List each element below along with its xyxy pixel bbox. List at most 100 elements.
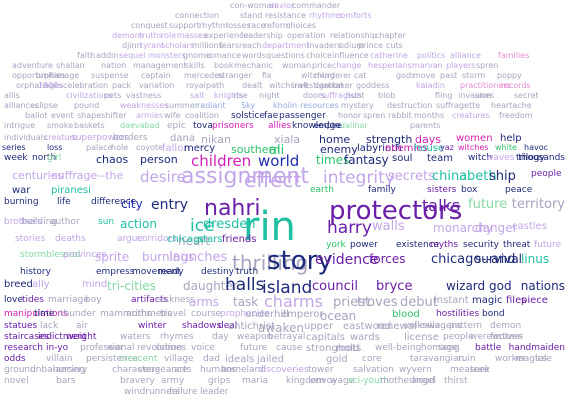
cloud-word: months — [414, 111, 445, 120]
cloud-word: castles — [512, 221, 547, 232]
cloud-word: mystery — [341, 101, 374, 110]
cloud-word: help — [500, 133, 522, 144]
cloud-word: magic — [472, 295, 503, 306]
cloud-word: weapon — [237, 332, 273, 342]
cloud-word: resources — [300, 101, 339, 110]
cloud-word: spren — [476, 61, 499, 70]
cloud-word: friends — [222, 234, 257, 245]
cloud-word: house — [414, 143, 445, 154]
cloud-word: ally — [32, 279, 50, 290]
cloud-word: prophecies — [220, 309, 270, 319]
cloud-word: antichrist — [228, 321, 276, 332]
cloud-word: summer — [165, 101, 199, 110]
cloud-word: york — [326, 240, 346, 250]
cloud-word: roots — [336, 343, 362, 354]
cloud-word: harry — [327, 218, 372, 238]
cloud-word: charms — [264, 292, 323, 311]
cloud-word: losses — [226, 21, 251, 30]
cloud-word: emperor — [281, 309, 324, 320]
cloud-word: nahri — [204, 196, 261, 221]
cloud-word: instant — [434, 295, 469, 306]
cloud-word: honor — [338, 111, 362, 120]
cloud-word: boy — [85, 295, 102, 305]
cloud-word: support — [169, 21, 200, 30]
cloud-word: mammoths — [100, 309, 152, 319]
cloud-word: maria — [242, 376, 268, 386]
cloud-word: superpowers — [71, 133, 129, 143]
cloud-word: entry — [151, 197, 189, 213]
cloud-word: argue — [117, 234, 144, 244]
cloud-word: odds — [4, 354, 26, 364]
cloud-word: passenger — [279, 111, 326, 121]
cloud-word: secret — [514, 91, 539, 100]
cloud-word: sequel — [119, 51, 146, 60]
cloud-word: stories — [15, 234, 46, 244]
cloud-word: destiny — [201, 267, 234, 277]
cloud-word: pound — [74, 101, 100, 110]
cloud-word: debut — [400, 295, 438, 310]
cloud-word: people — [531, 169, 562, 179]
cloud-word: reach — [239, 41, 262, 50]
cloud-word: exile — [419, 321, 441, 331]
cloud-word: future — [240, 343, 268, 353]
cloud-word: children — [191, 152, 252, 170]
cloud-word: love — [4, 295, 23, 305]
cloud-word: role — [161, 31, 177, 40]
cloud-word: influence — [332, 51, 369, 60]
cloud-word: thirst — [444, 376, 468, 386]
cloud-word: knights — [214, 91, 244, 100]
cloud-word: homeland — [221, 365, 266, 375]
cloud-word: crescent — [119, 354, 158, 364]
cloud-word: knowledge — [292, 121, 341, 131]
cloud-word: odium — [339, 41, 365, 50]
cloud-word: fears — [219, 41, 240, 50]
cloud-word: mercedes — [184, 71, 224, 80]
cloud-word: ground — [4, 365, 36, 375]
cloud-word: piece — [521, 295, 548, 306]
cloud-word: families — [498, 51, 530, 60]
cloud-word: doors — [303, 91, 326, 100]
cloud-word: wife — [164, 111, 181, 120]
cloud-word: pattern — [449, 321, 483, 331]
cloud-word: empire — [314, 121, 343, 130]
cloud-word: person — [140, 153, 178, 166]
cloud-word: scholars — [161, 41, 195, 50]
cloud-word: prisoners — [212, 121, 254, 131]
cloud-word: talks — [422, 196, 461, 215]
cloud-word: girl — [47, 153, 62, 163]
cloud-word: chapter — [375, 31, 406, 40]
cloud-word: desire — [140, 168, 186, 186]
cloud-word: experience — [204, 31, 249, 40]
cloud-word: truths — [139, 31, 163, 40]
cloud-word: hole — [111, 143, 129, 152]
cloud-word: murderer — [314, 71, 352, 80]
cloud-word: unbalancing — [30, 365, 86, 375]
cloud-word: words — [242, 51, 266, 60]
cloud-word: walls — [372, 219, 405, 234]
cloud-word: cat — [354, 71, 367, 80]
cloud-word: rhythms — [309, 11, 343, 20]
cloud-word: heartache — [491, 101, 532, 110]
cloud-word: motherhood — [380, 376, 436, 386]
cloud-word: times — [316, 153, 350, 167]
cloud-word: goddess — [356, 81, 390, 90]
cloud-word: choices — [286, 21, 317, 30]
cloud-word: wizard — [446, 279, 486, 293]
cloud-word: envoy — [310, 376, 338, 386]
cloud-word: conquest — [131, 21, 168, 30]
cloud-word: masses — [177, 31, 208, 40]
cloud-word: creatures — [452, 111, 490, 120]
cloud-word: thrilling — [232, 251, 309, 275]
cloud-word: sun — [98, 217, 115, 227]
cloud-word: mercy — [184, 143, 216, 154]
cloud-word: winter — [138, 321, 167, 331]
cloud-word: strength — [366, 133, 413, 146]
cloud-word: thunder — [60, 309, 96, 319]
cloud-word: enemies — [385, 143, 428, 154]
cloud-word: priest — [333, 295, 371, 310]
cloud-word: integrity — [323, 168, 395, 188]
cloud-word: week — [4, 153, 28, 163]
cloud-word: arts — [174, 365, 192, 375]
cloud-word: salt — [190, 91, 205, 100]
